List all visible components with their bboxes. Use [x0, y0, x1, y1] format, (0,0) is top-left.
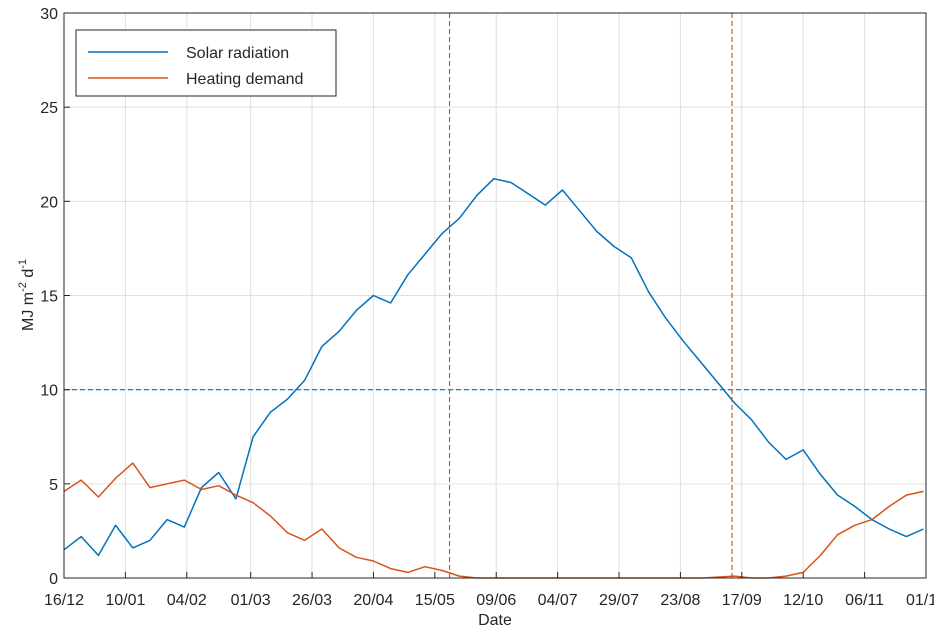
y-axis-title-exp2: -1: [17, 259, 29, 269]
legend-label-heating: Heating demand: [186, 71, 303, 88]
x-tick-label: 20/04: [353, 592, 393, 609]
x-tick-label: 23/08: [660, 592, 700, 609]
x-tick-label: 12/10: [783, 592, 823, 609]
x-tick-label: 01/12: [906, 592, 934, 609]
series-layer: [63, 177, 924, 579]
series-line-heating-demand: [63, 462, 924, 579]
x-tick-label: 29/07: [599, 592, 639, 609]
x-tick-label: 10/01: [105, 592, 145, 609]
y-axis-title-exp1: -2: [17, 282, 29, 292]
series-line-solar-radiation: [63, 177, 924, 557]
legend: Solar radiation Heating demand: [75, 29, 337, 97]
x-tick-label: 01/03: [231, 592, 271, 609]
x-tick-label: 04/02: [167, 592, 207, 609]
y-tick-label: 10: [40, 383, 58, 400]
x-tick-label: 26/03: [292, 592, 332, 609]
y-tick-label: 15: [40, 289, 58, 306]
x-tick-label: 06/11: [845, 592, 884, 609]
x-tick-label: 16/12: [44, 592, 84, 609]
y-axis-title: MJ m-2 d-1: [17, 259, 37, 331]
legend-box: [75, 29, 337, 97]
x-axis-title: Date: [478, 612, 512, 628]
y-tick-label: 20: [40, 194, 58, 211]
legend-label-solar: Solar radiation: [186, 45, 289, 62]
y-axis-title-mid: d: [20, 269, 37, 282]
axis-ticks: 0 5 10 15 20 25 30 16/12 10/01 04/02 01/03 26/03 20/…: [40, 6, 934, 609]
y-tick-label: 0: [49, 571, 58, 588]
reference-lines: [64, 13, 926, 578]
y-tick-label: 30: [40, 6, 58, 23]
y-tick-label: 25: [40, 100, 58, 117]
x-tick-label: 04/07: [538, 592, 578, 609]
y-tick-label: 5: [49, 477, 58, 494]
x-tick-label: 09/06: [476, 592, 516, 609]
y-axis-title-base: MJ m: [20, 292, 37, 331]
x-tick-label: 15/05: [415, 592, 455, 609]
x-tick-label: 17/09: [722, 592, 762, 609]
